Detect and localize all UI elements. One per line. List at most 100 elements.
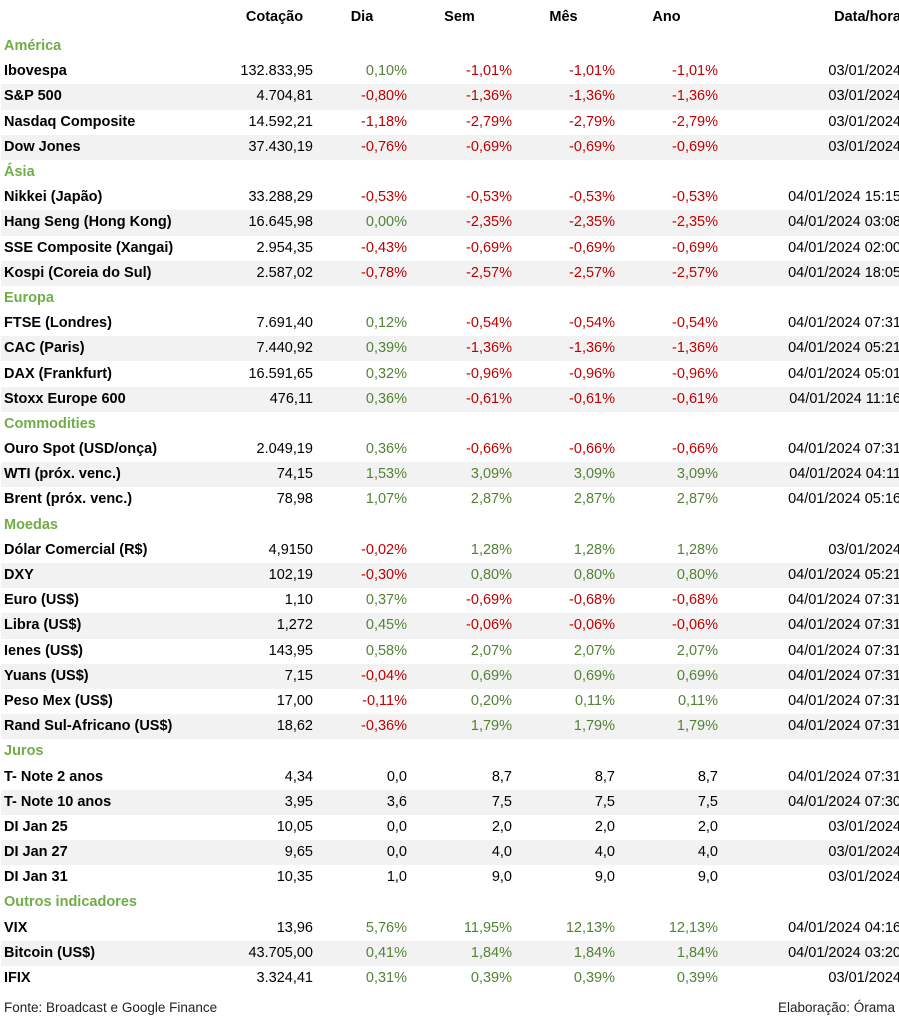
table-row: Euro (US$) 1,10 0,37% -0,69% -0,68% -0,68% 04/… <box>1 588 899 613</box>
row-ano: 0,39% <box>676 970 718 987</box>
row-cotacao: 14.592,21 <box>248 113 313 130</box>
row-mes: 3,09% <box>512 462 615 488</box>
row-ano: 4,0 <box>615 840 718 866</box>
row-ano: 2,0 <box>697 818 718 835</box>
row-name: WTI (próx. venc.) <box>1 462 232 488</box>
table-row: Yuans (US$) 7,15 -0,04% 0,69% 0,69% 0,69% 04/0… <box>1 663 899 689</box>
header-name <box>1 0 232 34</box>
row-name: SSE Composite (Xangai) <box>4 239 174 256</box>
table-row: Brent (próx. venc.) 78,98 1,07% 2,87% 2,87% 2… <box>1 487 899 512</box>
row-dia: -0,78% <box>317 260 407 286</box>
row-cotacao: 4.704,81 <box>232 84 317 110</box>
row-datahora: 04/01/2024 04:11 <box>718 462 899 488</box>
row-datahora: 03/01/2024 <box>828 869 899 886</box>
table-row: Kospi (Coreia do Sul) 2.587,02 -0,78% -2,57… <box>1 260 899 286</box>
row-dia: 0,12% <box>365 315 407 332</box>
row-sem: 9,0 <box>491 869 512 886</box>
row-name: DI Jan 31 <box>4 869 68 886</box>
row-cotacao: 2.954,35 <box>256 239 313 256</box>
row-datahora: 04/01/2024 05:16 <box>788 491 899 508</box>
row-dia: 0,32% <box>365 365 407 382</box>
row-ano: -2,57% <box>615 260 718 286</box>
row-ano: -2,79% <box>672 113 718 130</box>
row-dia: 0,31% <box>365 970 407 987</box>
row-cotacao: 4,34 <box>284 768 313 785</box>
row-sem: -0,69% <box>466 592 512 609</box>
table-header-row: Cotação Dia Sem Mês Ano Data/hora <box>1 0 899 34</box>
row-sem: 1,79% <box>407 714 512 740</box>
row-datahora: 03/01/2024 <box>828 818 899 835</box>
row-dia: 3,6 <box>317 789 407 815</box>
header-ano: Ano <box>652 9 681 25</box>
row-sem: -0,69% <box>407 134 512 160</box>
table-row: Dow Jones 37.430,19 -0,76% -0,69% -0,69% -0,6… <box>1 134 899 160</box>
row-cotacao: 102,19 <box>232 562 317 589</box>
section-title: América <box>4 38 62 55</box>
row-dia: 5,76% <box>365 919 407 936</box>
row-dia: -0,80% <box>317 84 407 110</box>
row-datahora: 04/01/2024 07:31 <box>718 613 899 639</box>
row-sem: -0,66% <box>466 441 512 458</box>
row-ano: -0,54% <box>672 315 718 332</box>
row-dia: 0,10% <box>365 63 407 80</box>
row-sem: -0,96% <box>466 365 512 382</box>
row-mes: 2,0 <box>594 818 615 835</box>
row-dia: -0,11% <box>362 692 407 709</box>
row-mes: -2,35% <box>512 210 615 236</box>
row-cotacao: 4,9150 <box>268 541 313 558</box>
row-datahora: 04/01/2024 07:31 <box>788 692 899 709</box>
row-mes: 9,0 <box>594 869 615 886</box>
row-dia: 0,41% <box>317 940 407 966</box>
table-row: Dólar Comercial (R$) 4,9150 -0,02% 1,28% 1,2… <box>1 538 899 563</box>
row-mes: -1,01% <box>569 63 615 80</box>
row-cotacao: 17,00 <box>276 692 313 709</box>
row-dia: -0,04% <box>317 663 407 689</box>
row-cotacao: 37.430,19 <box>232 134 317 160</box>
row-mes: -1,36% <box>512 84 615 110</box>
section-title: Ásia <box>4 164 35 181</box>
row-datahora: 04/01/2024 07:31 <box>788 642 899 659</box>
row-mes: -0,68% <box>569 592 615 609</box>
row-datahora: 04/01/2024 04:16 <box>788 919 899 936</box>
table-row: Ouro Spot (USD/onça) 2.049,19 0,36% -0,66% -… <box>1 437 899 462</box>
section-header: Europa <box>1 286 899 311</box>
footer-source: Fonte: Broadcast e Google Finance <box>4 1000 218 1015</box>
row-sem: 8,7 <box>491 768 512 785</box>
row-sem: -1,36% <box>407 84 512 110</box>
row-ano: 2,07% <box>676 642 718 659</box>
row-datahora: 04/01/2024 07:30 <box>718 789 899 815</box>
row-sem: 1,84% <box>407 940 512 966</box>
section-header: Commodities <box>1 412 899 437</box>
row-ano: -0,69% <box>672 239 718 256</box>
row-cotacao: 43.705,00 <box>232 940 317 966</box>
row-datahora: 04/01/2024 07:31 <box>718 663 899 689</box>
row-dia: 0,37% <box>365 592 407 609</box>
row-dia: 0,45% <box>317 613 407 639</box>
row-sem: 0,20% <box>470 692 512 709</box>
table-body: América Ibovespa 132.833,95 0,10% -1,01% -1,0… <box>1 34 899 991</box>
row-mes: -2,57% <box>512 260 615 286</box>
row-mes: 2,07% <box>573 642 615 659</box>
row-name: Nasdaq Composite <box>4 113 136 130</box>
row-name: Rand Sul-Africano (US$) <box>1 714 232 740</box>
row-name: IFIX <box>4 970 31 987</box>
row-cotacao: 7.691,40 <box>256 315 313 332</box>
row-dia: -0,53% <box>361 189 407 206</box>
table-row: Peso Mex (US$) 17,00 -0,11% 0,20% 0,11% 0,11%… <box>1 689 899 714</box>
row-name: Nikkei (Japão) <box>4 189 103 206</box>
row-name: Libra (US$) <box>1 613 232 639</box>
row-datahora: 04/01/2024 05:01 <box>788 365 899 382</box>
row-ano: -0,53% <box>672 189 718 206</box>
header-datahora: Data/hora <box>834 9 899 25</box>
row-mes: 4,0 <box>512 840 615 866</box>
row-dia: 0,0 <box>386 818 407 835</box>
row-name: Ibovespa <box>4 63 67 80</box>
row-cotacao: 1,10 <box>284 592 313 609</box>
row-name: Dow Jones <box>1 134 232 160</box>
row-mes: 0,39% <box>573 970 615 987</box>
row-mes: -0,69% <box>512 134 615 160</box>
table-row: Ibovespa 132.833,95 0,10% -1,01% -1,01% -1,01… <box>1 59 899 84</box>
table-row: Bitcoin (US$) 43.705,00 0,41% 1,84% 1,84% 1,8… <box>1 940 899 966</box>
row-name: Ouro Spot (USD/onça) <box>4 441 158 458</box>
row-name: DI Jan 27 <box>1 840 232 866</box>
